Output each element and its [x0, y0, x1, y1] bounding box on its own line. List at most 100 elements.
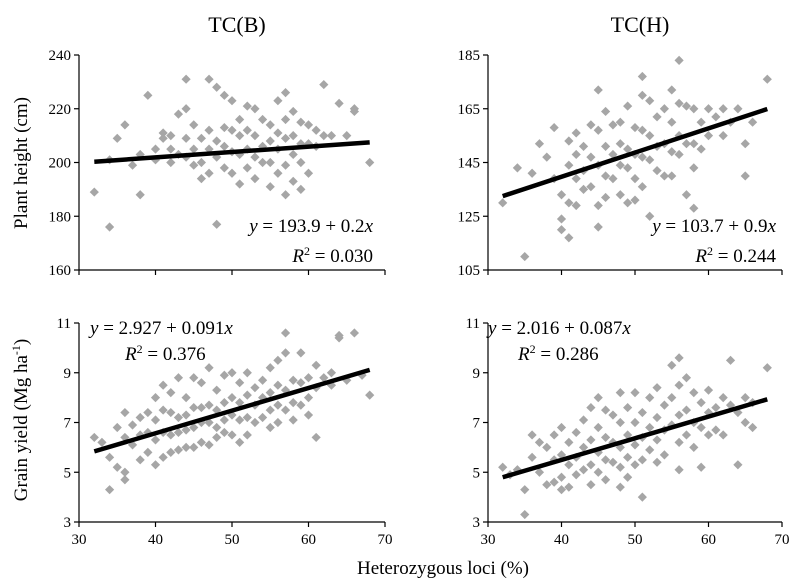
data-point: [204, 168, 214, 178]
data-point: [615, 139, 625, 149]
data-point: [97, 437, 107, 447]
data-point: [593, 393, 603, 403]
data-point: [689, 442, 699, 452]
data-point: [630, 388, 640, 398]
data-point: [189, 402, 199, 413]
data-point: [681, 405, 692, 415]
data-point: [166, 144, 176, 154]
data-point: [326, 131, 337, 141]
data-point: [105, 452, 115, 462]
data-point: [556, 472, 567, 482]
data-point: [219, 90, 229, 100]
data-point: [212, 432, 222, 443]
data-point: [630, 195, 640, 205]
data-point: [273, 96, 283, 106]
data-point: [667, 393, 677, 403]
data-point: [586, 402, 596, 413]
data-point: [689, 163, 699, 173]
data-point: [235, 131, 245, 141]
data-point: [181, 393, 191, 403]
data-point: [542, 442, 552, 452]
data-point: [196, 174, 206, 184]
y-tick-label-tcb-height: 160: [49, 263, 72, 279]
data-point: [189, 442, 199, 452]
data-point: [273, 400, 283, 410]
data-point: [120, 120, 130, 130]
data-point: [365, 157, 375, 168]
data-point: [623, 452, 633, 462]
data-point: [652, 435, 662, 445]
data-point: [520, 251, 530, 262]
y-tick-label-tch-height: 105: [458, 263, 481, 279]
data-point: [296, 157, 306, 168]
data-point: [571, 470, 581, 480]
data-point: [740, 171, 750, 181]
data-point: [718, 430, 728, 440]
data-point: [608, 457, 618, 467]
data-point: [534, 139, 545, 149]
data-point: [534, 437, 545, 447]
x-tick-label-tcb-yield: 50: [225, 532, 240, 548]
data-point: [204, 125, 214, 135]
data-point: [659, 450, 669, 460]
data-point: [296, 378, 306, 388]
data-point: [181, 74, 191, 84]
data-point: [556, 190, 567, 200]
data-point: [593, 422, 603, 433]
data-point: [127, 420, 138, 430]
panel-title-right: TC(H): [611, 12, 670, 37]
data-point: [637, 152, 647, 162]
data-point: [242, 412, 252, 423]
y-tick-label-tcb-yield: 7: [64, 416, 72, 432]
data-point: [150, 393, 161, 403]
data-point: [334, 98, 344, 108]
trend-line-tcb-height: [94, 140, 370, 164]
data-point: [601, 432, 611, 443]
data-point: [711, 112, 721, 122]
y-tick-label-tcb-yield: 5: [64, 465, 72, 481]
panel-tcb-height: 160 180 200 220 240 y = 193.9 + 0.2x R2 = 0.03…: [49, 48, 386, 279]
data-point: [689, 203, 699, 213]
data-point: [696, 117, 706, 127]
data-point: [235, 179, 245, 189]
data-point: [242, 163, 252, 173]
data-point: [520, 485, 530, 495]
data-point: [235, 415, 245, 425]
data-point: [250, 383, 260, 393]
data-point: [120, 475, 130, 485]
trend-line-tcb-yield: [93, 367, 371, 454]
y-tick-label-tch-height: 125: [458, 209, 481, 225]
data-point: [158, 452, 168, 462]
data-point: [143, 90, 153, 100]
panel-tch-height: 105 125 145 165 185 y = 103.7 + 0.9x R2 = 0.24…: [458, 48, 783, 279]
data-point: [564, 198, 574, 208]
data-point: [296, 184, 306, 194]
data-point: [250, 417, 260, 428]
data-point: [498, 198, 508, 208]
data-point: [696, 398, 706, 408]
data-point: [549, 430, 559, 440]
data-point: [637, 182, 647, 192]
data-point: [674, 380, 684, 390]
data-point: [181, 425, 191, 435]
data-point: [196, 378, 206, 388]
data-point: [527, 430, 537, 440]
data-point: [135, 455, 145, 465]
data-point: [166, 407, 176, 418]
data-point: [667, 85, 677, 95]
data-point: [258, 141, 268, 151]
data-point: [242, 125, 252, 135]
y-tick-label-tch-height: 185: [458, 48, 481, 64]
x-tick-label-tcb-yield: 60: [301, 532, 316, 548]
data-point: [242, 430, 252, 440]
data-point: [173, 445, 184, 455]
data-point: [235, 378, 245, 388]
data-point: [105, 485, 115, 495]
data-point: [166, 388, 176, 398]
data-point: [615, 190, 625, 200]
data-point: [696, 422, 706, 433]
data-point: [250, 174, 260, 184]
data-point: [227, 410, 237, 420]
x-tick-label-tcb-yield: 30: [72, 532, 87, 548]
